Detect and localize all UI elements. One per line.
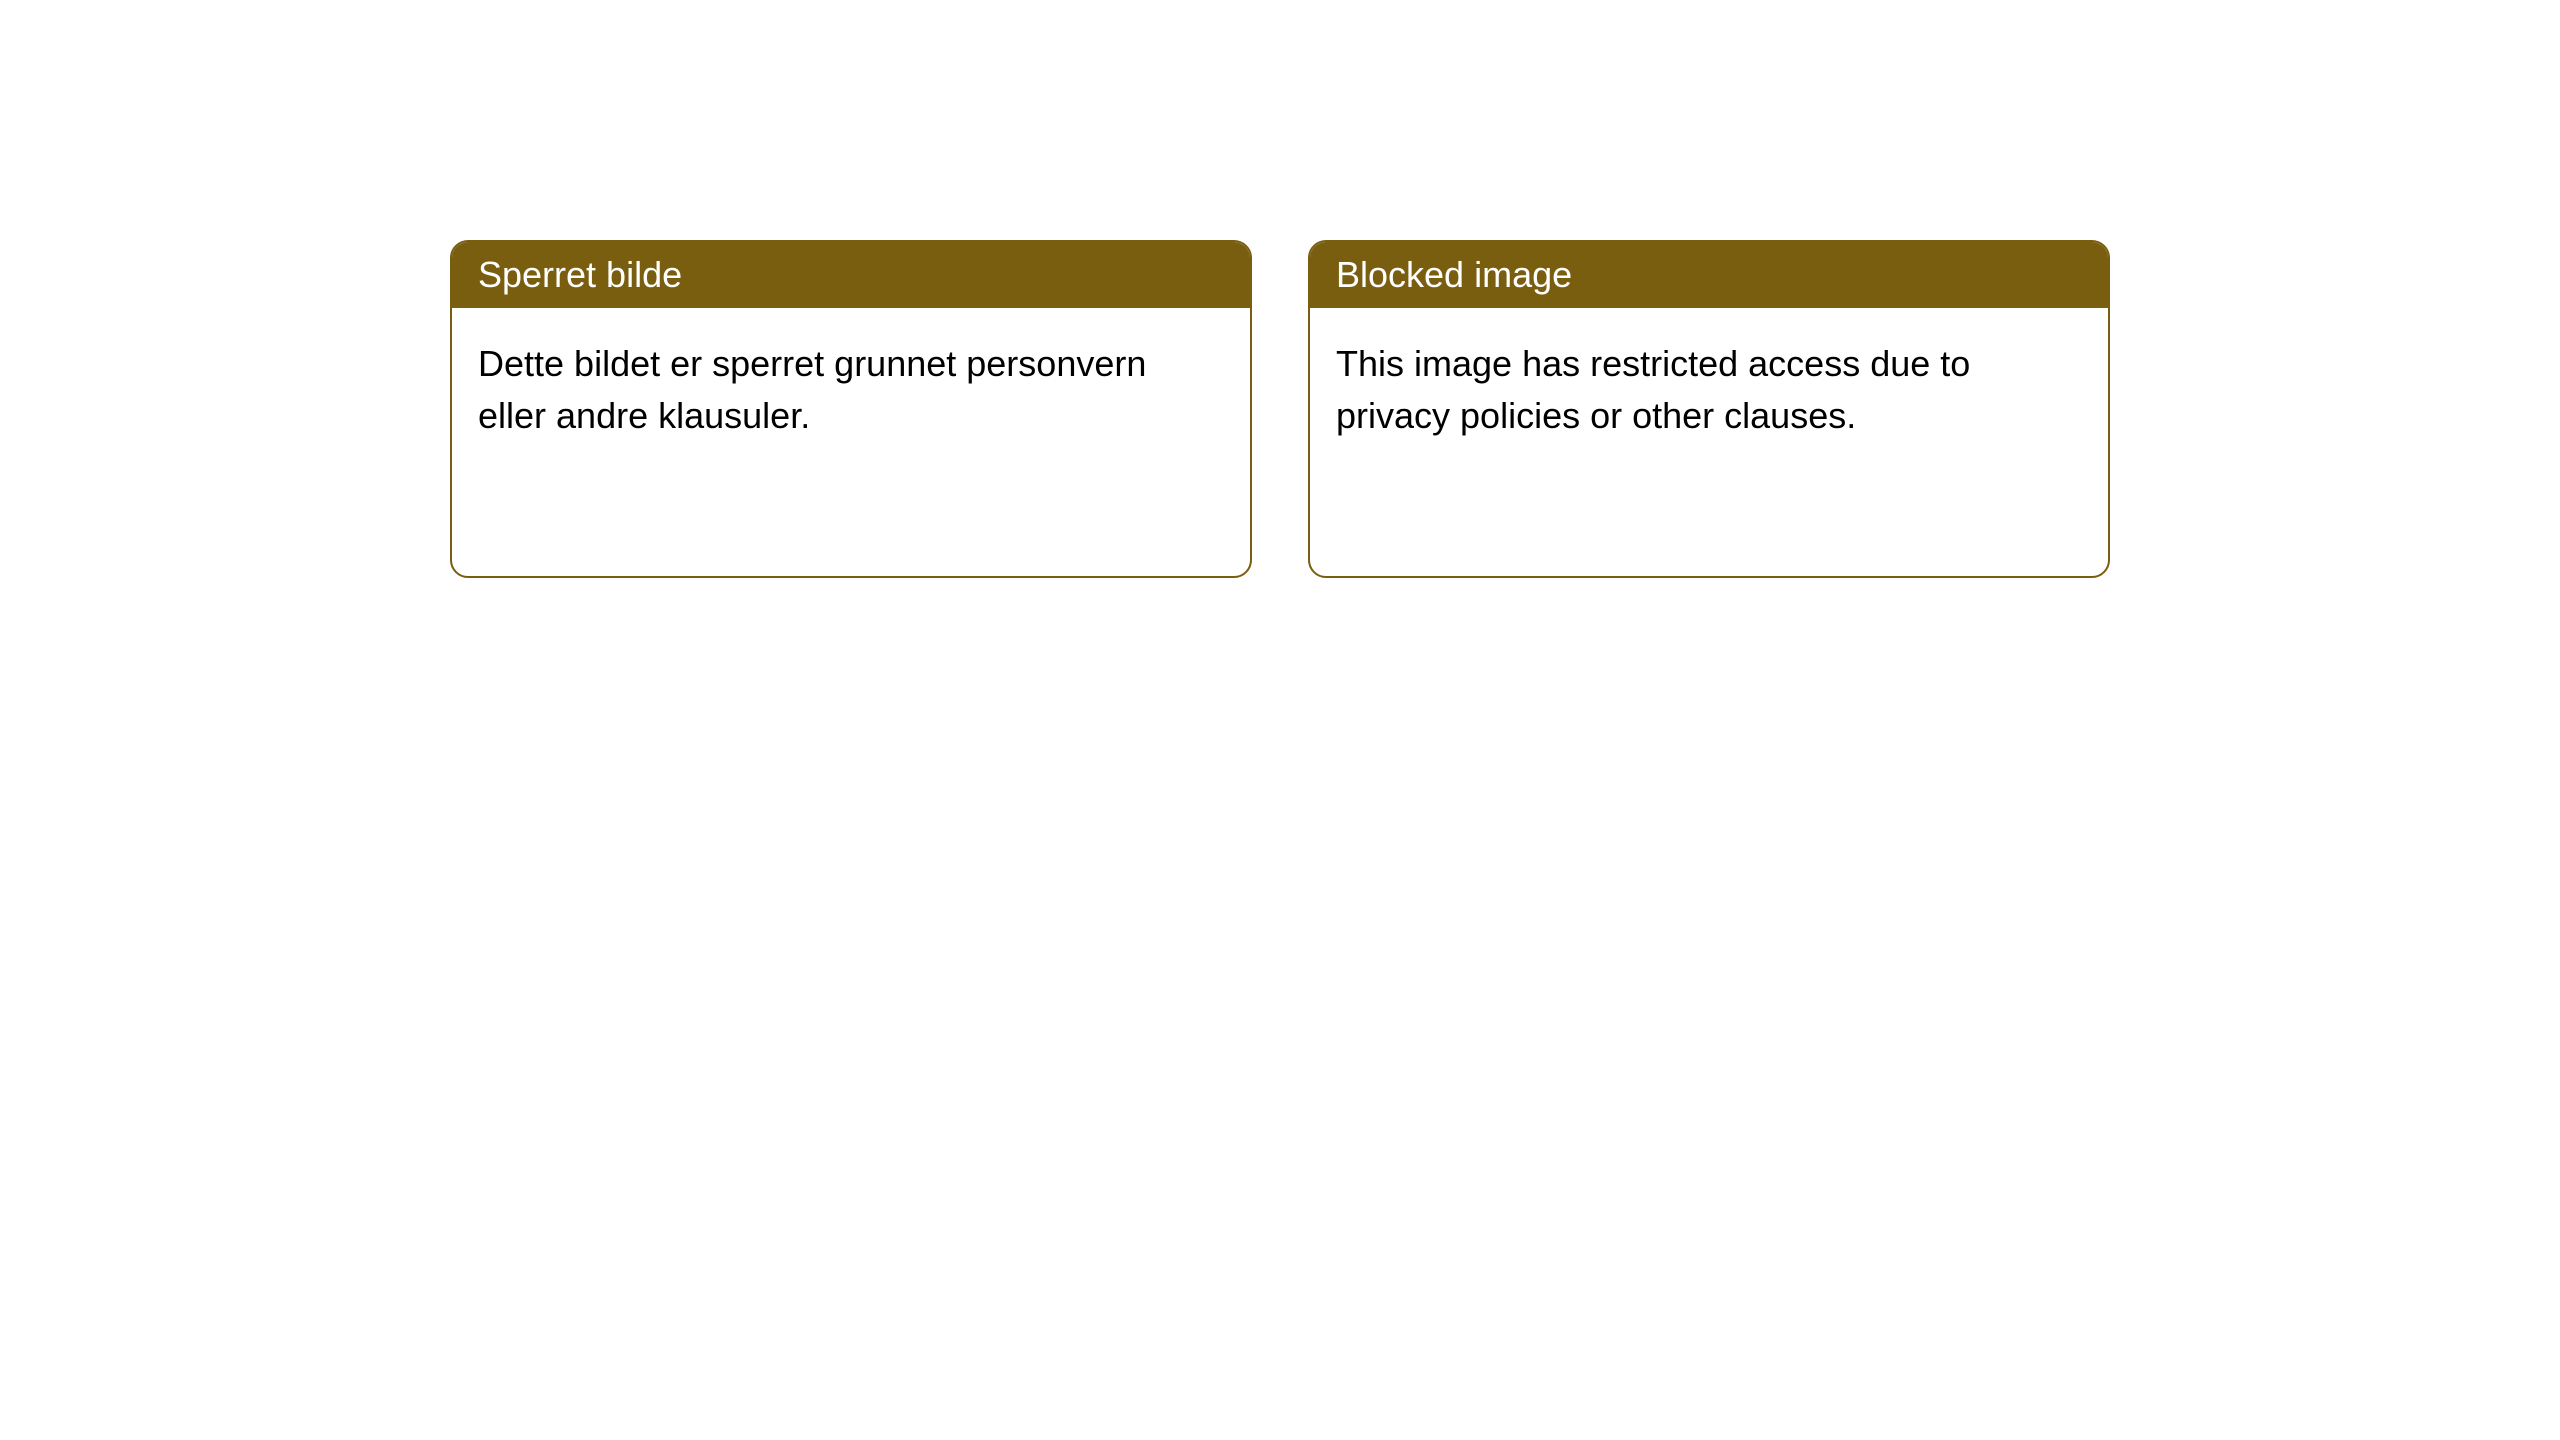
card-title: Sperret bilde — [478, 254, 682, 295]
card-body-text: Dette bildet er sperret grunnet personve… — [478, 343, 1146, 436]
card-body-text: This image has restricted access due to … — [1336, 343, 1970, 436]
notice-cards-container: Sperret bilde Dette bildet er sperret gr… — [0, 0, 2560, 578]
notice-card-norwegian: Sperret bilde Dette bildet er sperret gr… — [450, 240, 1252, 578]
card-body: Dette bildet er sperret grunnet personve… — [452, 308, 1250, 576]
card-header: Blocked image — [1310, 242, 2108, 308]
card-title: Blocked image — [1336, 254, 1572, 295]
notice-card-english: Blocked image This image has restricted … — [1308, 240, 2110, 578]
card-header: Sperret bilde — [452, 242, 1250, 308]
card-body: This image has restricted access due to … — [1310, 308, 2108, 576]
